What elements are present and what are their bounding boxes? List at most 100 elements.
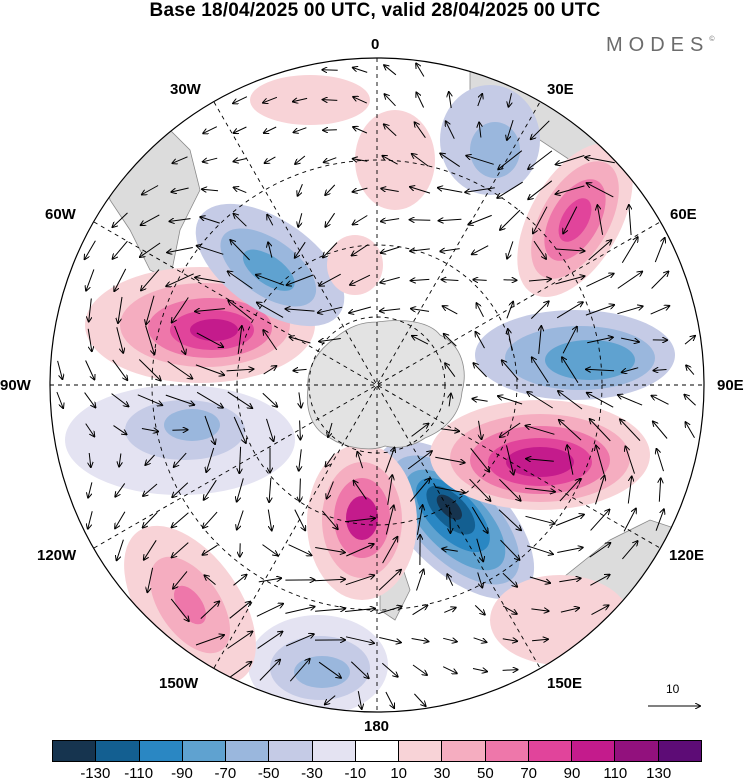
wind-arrow bbox=[89, 298, 92, 322]
wind-arrow bbox=[385, 506, 393, 535]
wind-arrow bbox=[506, 445, 514, 474]
wind-arrow bbox=[589, 543, 611, 558]
wind-arrow bbox=[353, 159, 368, 162]
wind-arrow bbox=[443, 306, 458, 315]
wind-arrow bbox=[226, 369, 254, 371]
wind-arrow bbox=[684, 336, 695, 345]
wind-arrow bbox=[620, 337, 639, 342]
lon-label-30w: 30W bbox=[170, 81, 201, 98]
wind-arrow bbox=[287, 274, 314, 285]
wind-arrow bbox=[85, 240, 96, 259]
wind-arrow bbox=[144, 540, 157, 559]
wind-arrow bbox=[415, 122, 426, 138]
colorbar-tick-label: -90 bbox=[171, 765, 193, 782]
wind-arrow bbox=[138, 359, 160, 381]
wind-arrow bbox=[117, 539, 124, 561]
wind-arrow bbox=[385, 448, 395, 473]
wind-arrow bbox=[204, 479, 217, 500]
wind-arrow bbox=[590, 419, 611, 442]
wind-arrow bbox=[502, 639, 517, 641]
wind-arrow bbox=[115, 511, 126, 529]
wind-arrow bbox=[288, 544, 312, 556]
lon-label-120e: 120E bbox=[669, 547, 705, 564]
wind-arrow bbox=[353, 215, 368, 225]
map-border bbox=[49, 57, 705, 713]
wind-arrow bbox=[263, 330, 278, 351]
wind-arrow bbox=[295, 241, 306, 258]
lon-label-60w: 60W bbox=[45, 206, 76, 223]
wind-arrow bbox=[442, 549, 458, 552]
wind-arrow bbox=[410, 187, 431, 194]
wind-arrow bbox=[239, 446, 240, 473]
wind-arrow bbox=[172, 482, 189, 497]
wind-arrow bbox=[88, 482, 93, 497]
wind-arrow bbox=[532, 357, 549, 383]
wind-arrow bbox=[555, 249, 585, 251]
wind-arrow bbox=[326, 453, 335, 467]
wind-arrow bbox=[555, 276, 585, 285]
wind-arrow bbox=[617, 306, 642, 315]
wind-arrow bbox=[298, 184, 303, 196]
wind-arrow bbox=[266, 418, 274, 441]
wind-arrow bbox=[686, 365, 695, 375]
wind-arrow bbox=[345, 575, 374, 586]
wind-arrow bbox=[498, 150, 523, 170]
wind-arrow bbox=[411, 279, 430, 280]
wind-arrow bbox=[314, 579, 345, 581]
wind-arrow bbox=[293, 369, 307, 370]
wind-arrow bbox=[293, 98, 308, 101]
wind-arrow bbox=[506, 302, 513, 319]
wind-arrow bbox=[172, 542, 189, 558]
wind-arrow bbox=[353, 97, 368, 104]
wind-arrow bbox=[560, 608, 579, 613]
wind-arrow bbox=[440, 249, 460, 252]
wind-arrow bbox=[173, 156, 188, 163]
wind-arrow bbox=[263, 96, 278, 102]
colorbar-tick-label: -50 bbox=[257, 765, 280, 782]
wind-arrow bbox=[325, 184, 336, 195]
colorbar-swatch bbox=[615, 741, 659, 761]
wind-arrow bbox=[353, 68, 368, 73]
wind-arrow bbox=[382, 537, 398, 564]
wind-arrow bbox=[167, 247, 193, 253]
colorbar-tick-label: 90 bbox=[563, 765, 581, 782]
colorbar-tick-label: -110 bbox=[124, 765, 154, 782]
wind-arrow bbox=[442, 280, 459, 281]
wind-arrow bbox=[473, 363, 487, 378]
wind-arrow bbox=[526, 426, 555, 435]
wind-arrow bbox=[507, 241, 514, 258]
wind-arrow bbox=[230, 240, 250, 261]
wind-arrow bbox=[195, 635, 224, 646]
wind-arrow bbox=[498, 509, 521, 530]
wind-arrow bbox=[509, 93, 512, 106]
wind-arrow bbox=[378, 570, 401, 591]
wind-arrow bbox=[350, 274, 371, 285]
wind-arrow bbox=[442, 666, 457, 674]
wind-arrow bbox=[684, 395, 696, 406]
wind-arrow bbox=[411, 424, 429, 437]
wind-arrow bbox=[556, 155, 585, 165]
wind-arrow bbox=[591, 605, 609, 616]
wind-arrow bbox=[444, 608, 455, 613]
wind-arrow bbox=[528, 279, 551, 281]
wind-arrow bbox=[468, 214, 492, 224]
lon-label-120w: 120W bbox=[37, 547, 77, 564]
wind-arrow bbox=[234, 126, 247, 133]
wind-arrow bbox=[262, 392, 277, 407]
wind-arrow bbox=[327, 481, 334, 499]
wind-vectors bbox=[56, 64, 696, 709]
wind-arrow bbox=[85, 360, 95, 380]
wind-arrow bbox=[345, 636, 374, 643]
lon-label-30e: 30E bbox=[547, 81, 574, 98]
wind-arrow bbox=[381, 246, 400, 253]
wind-arrow bbox=[229, 602, 251, 619]
wind-arrow bbox=[237, 326, 242, 354]
wind-arrow bbox=[525, 487, 555, 492]
wind-arrow bbox=[234, 214, 247, 227]
wind-arrow bbox=[143, 483, 158, 496]
wind-arrow bbox=[298, 213, 302, 227]
wind-arrow bbox=[438, 188, 463, 193]
wind-arrow bbox=[166, 273, 194, 286]
wind-arrow bbox=[227, 391, 252, 408]
